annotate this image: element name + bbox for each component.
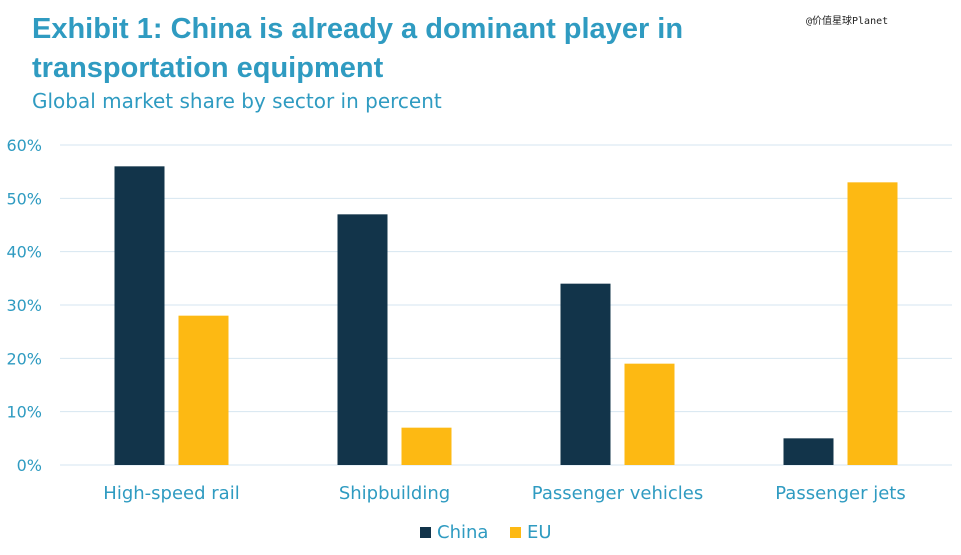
y-axis: 0% 10% 20% 30% 40% 50% 60% <box>6 136 42 475</box>
bar-china-2 <box>560 283 611 465</box>
bar-eu-2 <box>624 363 675 465</box>
bar-eu-3 <box>847 182 898 466</box>
bars <box>114 166 898 466</box>
x-tick-label: Shipbuilding <box>339 483 450 504</box>
y-tick-label: 60% <box>6 136 42 155</box>
chart-title: Exhibit 1: China is already a dominant p… <box>32 13 684 84</box>
legend-label-china: China <box>437 522 488 543</box>
legend-swatch-eu <box>510 527 521 538</box>
y-tick-label: 10% <box>6 403 42 422</box>
y-tick-label: 20% <box>6 349 42 368</box>
x-axis: High-speed rail Shipbuilding Passenger veh… <box>103 483 905 504</box>
x-tick-label: Passenger vehicles <box>532 483 703 504</box>
bar-china-1 <box>337 214 388 465</box>
legend-swatch-china <box>420 527 431 538</box>
bar-china-3 <box>783 438 834 465</box>
y-tick-label: 0% <box>17 456 42 475</box>
legend-label-eu: EU <box>527 522 552 543</box>
bar-china-0 <box>114 166 165 466</box>
y-tick-label: 40% <box>6 243 42 262</box>
x-tick-label: High-speed rail <box>103 483 239 504</box>
chart-subtitle: Global market share by sector in percent <box>32 89 442 113</box>
bar-eu-0 <box>178 315 229 465</box>
legend: China EU <box>420 522 552 543</box>
bar-eu-1 <box>401 427 452 465</box>
y-tick-label: 50% <box>6 189 42 208</box>
watermark: @价值星球Planet <box>806 16 889 27</box>
x-tick-label: Passenger jets <box>775 483 905 504</box>
y-tick-label: 30% <box>6 296 42 315</box>
